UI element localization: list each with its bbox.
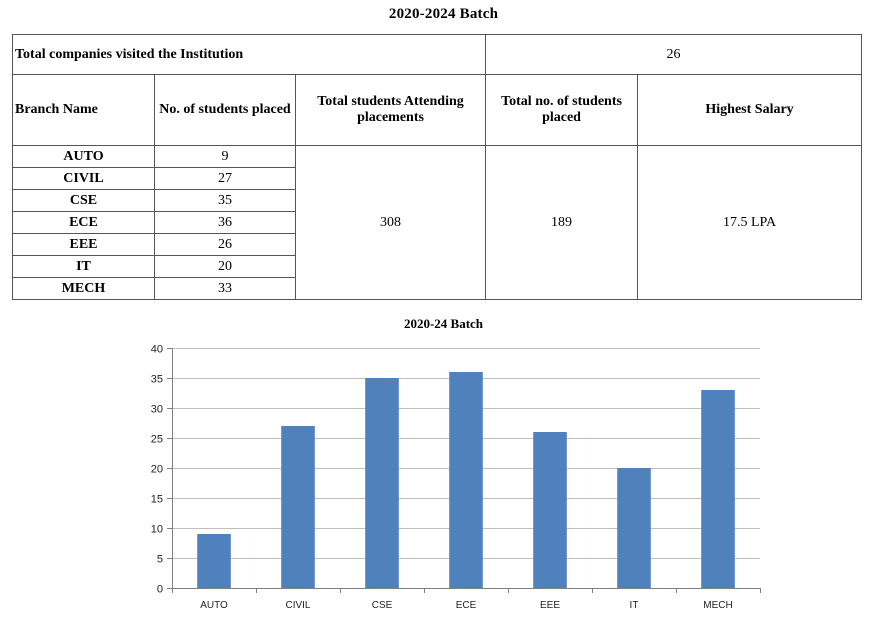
branch-cell: CSE bbox=[12, 189, 155, 212]
companies-value: 26 bbox=[485, 34, 863, 75]
table-row: AUTO 9 308 189 17.5 LPA bbox=[12, 145, 863, 300]
branch-cell: ECE bbox=[12, 211, 155, 234]
x-tick-label: EEE bbox=[540, 600, 560, 611]
placed-cell: 20 bbox=[154, 255, 296, 278]
bars bbox=[197, 372, 735, 588]
companies-label: Total companies visited the Institution bbox=[11, 34, 487, 75]
bar-eee bbox=[533, 432, 567, 588]
y-tick-label: 25 bbox=[151, 434, 163, 446]
bar-ece bbox=[449, 372, 483, 588]
y-tick-label: 40 bbox=[151, 344, 163, 356]
batch-title: 2020-2024 Batch bbox=[388, 6, 499, 22]
y-tick-label: 5 bbox=[157, 554, 163, 566]
placed-cell: 35 bbox=[154, 189, 296, 212]
x-tick-label: IT bbox=[630, 600, 639, 611]
x-tick-label: CIVIL bbox=[285, 600, 310, 611]
y-tick-label: 10 bbox=[151, 524, 163, 536]
total-attending-cell: 308 bbox=[294, 145, 487, 300]
header-salary: Highest Salary bbox=[637, 74, 863, 146]
y-tick-label: 35 bbox=[151, 374, 163, 386]
table-row: ECE 36 bbox=[12, 211, 862, 234]
x-tick-label: MECH bbox=[703, 600, 732, 611]
branch-cell: AUTO bbox=[12, 145, 155, 168]
bar-civil bbox=[281, 426, 315, 588]
table-row: IT 20 bbox=[12, 255, 862, 278]
bar-cse bbox=[365, 378, 399, 588]
y-tick-label: 30 bbox=[151, 404, 163, 416]
header-total-placed: Total no. of students placed bbox=[485, 74, 639, 146]
placed-cell: 36 bbox=[154, 211, 296, 234]
header-branch: Branch Name bbox=[12, 74, 155, 146]
y-tick-label: 15 bbox=[151, 494, 163, 506]
placed-cell: 27 bbox=[154, 167, 296, 190]
axis-labels: 0 5 10 15 20 25 30 35 40 AUTO CIVIL CSE ECE EEE IT MECH bbox=[151, 344, 733, 612]
y-tick-label: 0 bbox=[157, 584, 163, 596]
y-tick-label: 20 bbox=[151, 464, 163, 476]
highest-salary-cell: 17.5 LPA bbox=[637, 145, 863, 300]
branch-cell: MECH bbox=[12, 277, 155, 300]
x-tick-label: CSE bbox=[372, 600, 393, 611]
branch-cell: CIVIL bbox=[12, 167, 155, 190]
x-tick-label: AUTO bbox=[200, 600, 228, 611]
bar-chart: 0 5 10 15 20 25 30 35 40 AUTO CIVIL CSE ECE EEE IT MECH bbox=[151, 344, 761, 612]
bar-mech bbox=[701, 390, 735, 588]
axes bbox=[167, 348, 761, 593]
chart-title: 2020-24 Batch bbox=[403, 316, 484, 331]
table-row: MECH 33 bbox=[12, 277, 862, 300]
header-placed: No. of students placed bbox=[154, 74, 296, 146]
placed-cell: 26 bbox=[154, 233, 296, 256]
placed-cell: 9 bbox=[154, 145, 296, 168]
companies-row: Total companies visited the Institution … bbox=[11, 34, 863, 75]
bar-it bbox=[617, 468, 651, 588]
header-attending: Total students Attending placements bbox=[294, 74, 487, 146]
placed-cell: 33 bbox=[154, 277, 296, 300]
x-tick-label: ECE bbox=[456, 600, 477, 611]
placement-table: Total companies visited the Institution … bbox=[11, 34, 863, 300]
branch-cell: IT bbox=[12, 255, 155, 278]
branch-cell: EEE bbox=[12, 233, 155, 256]
total-placed-cell: 189 bbox=[485, 145, 639, 300]
header-row: Branch Name No. of students placed Total… bbox=[12, 74, 863, 146]
bar-auto bbox=[197, 534, 231, 588]
